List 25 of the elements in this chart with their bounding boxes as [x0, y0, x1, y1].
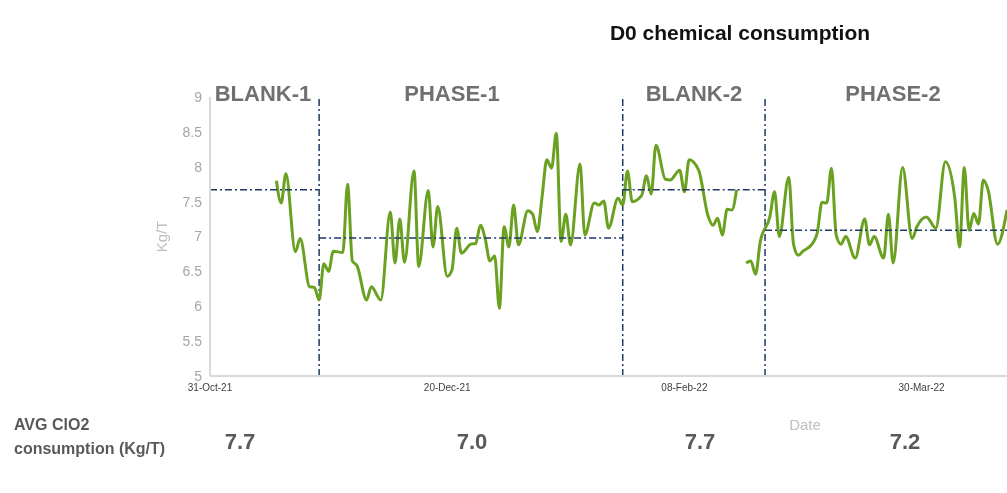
y-tick-label: 7 — [194, 228, 203, 245]
text: 7.7 — [224, 429, 256, 454]
y-tick-label: 6.5 — [182, 263, 203, 280]
y-tick-label: 8 — [194, 158, 203, 175]
annotation: PHASE-1 — [404, 81, 500, 106]
x-tick-label: 30-Mar-22 — [898, 382, 946, 394]
y-tick-label: 6 — [194, 298, 203, 315]
y-tick-label: 5.5 — [182, 333, 203, 350]
chart-title: D0 chemical consumption — [609, 21, 871, 44]
text: 7.0 — [456, 429, 488, 454]
x-axis-title: Date — [789, 416, 821, 433]
y-tick-label: 7.5 — [182, 193, 203, 210]
y-tick-label: 5 — [194, 367, 203, 384]
x-tick-label: 08-Feb-22 — [661, 382, 708, 394]
text: 7.2 — [889, 429, 921, 454]
text: 7.7 — [684, 429, 716, 454]
annotation: BLANK-1 — [214, 81, 312, 106]
annotation: BLANK-2 — [645, 81, 743, 106]
x-tick-label: 20-Dec-21 — [423, 382, 471, 394]
x-tick-label: 31-Oct-21 — [187, 382, 233, 394]
text: AVG ClO2 consumption (Kg/T) — [14, 416, 166, 457]
y-axis-title: Kg/T — [153, 220, 170, 253]
annotation: PHASE-2 — [845, 81, 941, 106]
y-tick-label: 8.5 — [182, 123, 203, 140]
y-tick-label: 9 — [194, 88, 203, 105]
